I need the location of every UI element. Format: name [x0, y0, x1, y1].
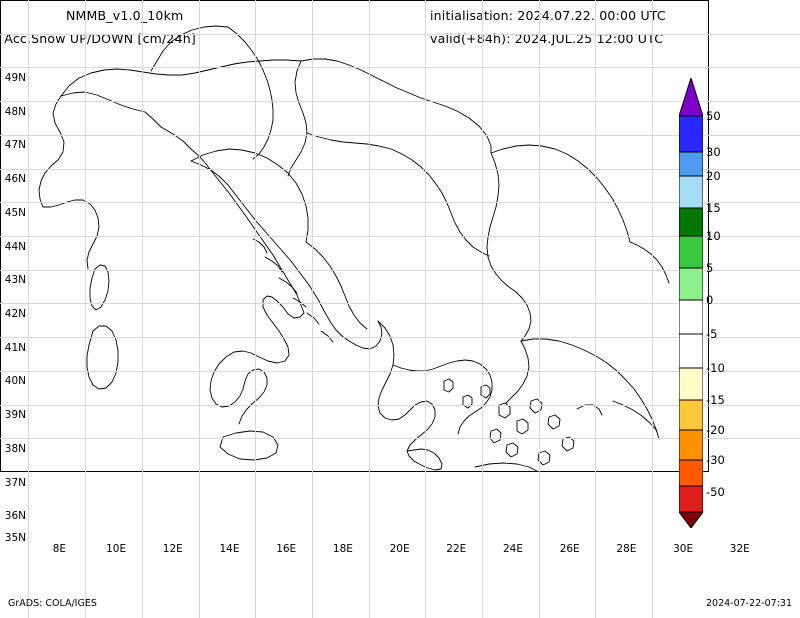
x-axis-labels: 8E 10E 12E 14E 16E 18E 20E 22E 24E 26E 2…: [31, 543, 750, 557]
colorbar-tick-label: 15: [706, 201, 721, 215]
gridline-vertical: [28, 0, 30, 618]
y-tick-label: 45N: [4, 206, 26, 219]
field-title: n Acc.Snow UP/DOWN [cm/24h]: [0, 31, 196, 46]
x-tick-label: 20E: [389, 543, 410, 555]
colorbar-tick-label: -50: [706, 485, 725, 499]
gridline-horizontal: [0, 370, 800, 372]
gridline-vertical: [425, 0, 427, 618]
x-tick-label: 10E: [106, 543, 127, 555]
x-tick-label: 32E: [729, 543, 750, 555]
y-tick-label: 40N: [4, 375, 26, 388]
y-tick-label: 41N: [4, 341, 26, 354]
y-tick-label: 36N: [4, 510, 26, 523]
gridline-horizontal: [0, 236, 800, 237]
colorbar-tick-label: 10: [706, 229, 721, 243]
y-tick-label: 42N: [4, 308, 26, 320]
x-tick-label: 28E: [616, 543, 637, 555]
gridline-horizontal: [0, 303, 800, 305]
colorbar: [679, 78, 703, 528]
gridline-horizontal: [0, 438, 800, 440]
y-axis-labels: 49N 48N 47N 46N 45N 44N 43N 42N 41N 40N …: [0, 66, 28, 544]
gridline-horizontal: [0, 134, 800, 136]
gridline-horizontal: [0, 202, 800, 204]
y-tick-label: 47N: [4, 139, 26, 152]
colorbar-tick-label: -5: [706, 327, 718, 341]
x-tick-label: 24E: [503, 543, 523, 555]
x-tick-label: 16E: [276, 543, 297, 555]
x-tick-label: 30E: [673, 543, 694, 555]
x-tick-label: 8E: [52, 543, 67, 555]
y-tick-label: 43N: [4, 274, 26, 287]
gridline-horizontal: [0, 337, 800, 339]
grads-credit: GrADS: COLA/IGES: [8, 598, 97, 609]
gridline-vertical: [198, 0, 200, 618]
y-tick-label: 35N: [4, 532, 26, 544]
x-tick-label: 26E: [559, 543, 580, 555]
y-tick-label: 49N: [4, 72, 26, 84]
colorbar-tick-label: 20: [706, 169, 721, 183]
gridline-vertical: [652, 0, 654, 618]
x-tick-label: 12E: [162, 543, 183, 555]
gridline-horizontal: [0, 33, 800, 35]
gridline-horizontal: [0, 404, 800, 406]
colorbar-tick-label: 0: [706, 293, 714, 307]
render-timestamp: 2024-07-22-07:31: [705, 598, 792, 609]
colorbar-tick-label: 5: [706, 261, 714, 275]
gridline-vertical: [538, 0, 540, 618]
gridline-horizontal: [0, 101, 800, 103]
gridline-horizontal: [0, 168, 800, 170]
y-tick-label: 44N: [4, 240, 26, 253]
colorbar-tick-label: 30: [706, 145, 721, 159]
colorbar-labels: 50 30 20 15 10 5 0 -5 -10 -15 -20 -30 -5…: [706, 70, 756, 540]
colorbar-tick-label: -20: [706, 423, 725, 437]
valid-time: valid(+84h): 2024.JUL.25 12:00 UTC: [430, 31, 664, 46]
model-title: NMMB_v1.0_10km: [66, 8, 184, 23]
gridline-vertical: [255, 0, 257, 618]
gridline-vertical: [141, 0, 143, 618]
colorbar-tick-label: -30: [706, 453, 725, 467]
colorbar-tick-label: -15: [706, 393, 725, 407]
y-tick-label: 38N: [4, 442, 26, 455]
colorbar-tick-label: -10: [706, 361, 725, 375]
y-tick-label: 39N: [4, 409, 26, 422]
initialisation-time: initialisation: 2024.07.22. 00:00 UTC: [430, 8, 666, 23]
gridline-vertical: [482, 0, 483, 618]
x-tick-label: 22E: [446, 543, 467, 555]
x-tick-label: 14E: [219, 543, 240, 555]
gridline-horizontal: [0, 269, 800, 271]
gridline-horizontal: [0, 67, 800, 69]
gridline-vertical: [368, 0, 370, 618]
gridline-vertical: [311, 0, 313, 618]
gridline-vertical: [85, 0, 87, 618]
gridline-vertical: [595, 0, 597, 618]
y-tick-label: 46N: [4, 173, 26, 186]
y-tick-label: 48N: [4, 105, 26, 118]
x-tick-label: 18E: [332, 543, 353, 555]
colorbar-tick-label: 50: [706, 109, 721, 123]
y-tick-label: 37N: [4, 476, 26, 489]
